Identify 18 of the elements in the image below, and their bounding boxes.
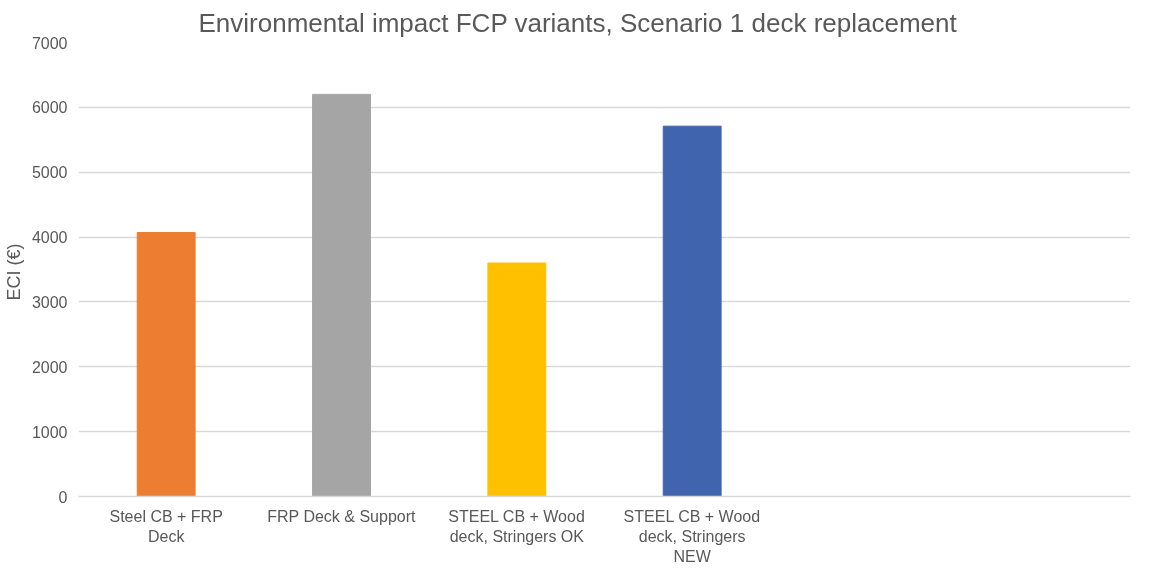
bar <box>136 232 196 497</box>
x-tick-label: STEEL CB + Wood deck, Stringers NEW <box>623 507 761 566</box>
y-tick-label: 2000 <box>31 358 68 376</box>
x-tick-label: STEEL CB + Wood deck, Stringers OK <box>448 507 585 545</box>
bar <box>662 125 722 497</box>
y-tick-label: 7000 <box>31 34 68 52</box>
bar <box>487 262 547 497</box>
chart-title: Environmental impact FCP variants, Scenario 1 deck replacement <box>198 7 958 38</box>
x-tick-label: FRP Deck & Support <box>267 507 417 525</box>
y-tick-label: 6000 <box>31 99 68 117</box>
y-axis-title: ECI (€) <box>3 243 24 301</box>
y-tick-label: 3000 <box>31 293 68 311</box>
y-tick-label: 5000 <box>31 164 68 182</box>
bar <box>312 93 371 497</box>
y-tick-label: 4000 <box>31 229 68 247</box>
y-tick-label: 0 <box>58 488 68 506</box>
y-tick-label: 1000 <box>31 423 68 441</box>
x-tick-label: Steel CB + FRP Deck <box>109 507 223 545</box>
